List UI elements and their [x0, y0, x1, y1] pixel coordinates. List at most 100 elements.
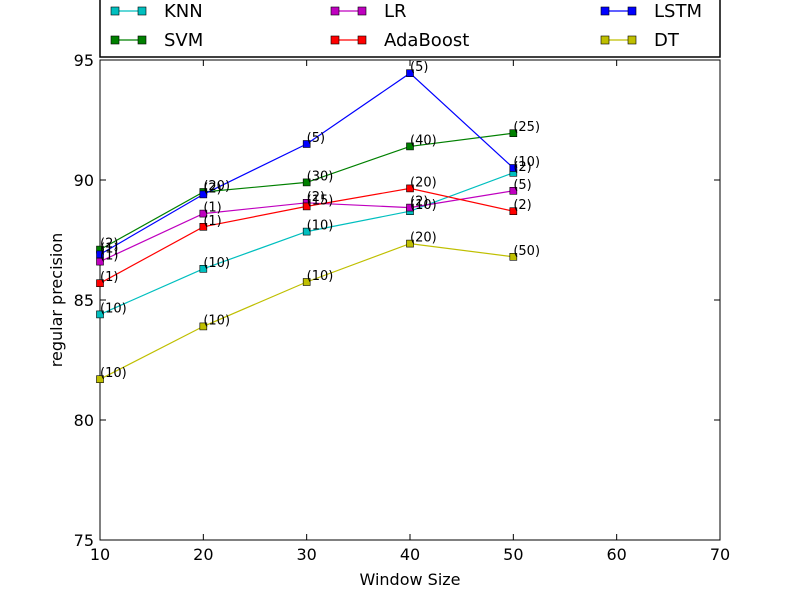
data-label: (40)	[410, 133, 437, 148]
annotations: (10)(10)(10)(10)(2)(2)(20)(30)(40)(25)(1…	[100, 60, 540, 381]
legend-item-lstm: LSTM	[600, 1, 702, 22]
data-label: (10)	[203, 256, 230, 271]
data-label: (1)	[100, 241, 118, 256]
data-point	[509, 129, 518, 137]
data-label: (2)	[513, 198, 531, 213]
legend-item-adaboost: AdaBoost	[330, 30, 469, 51]
data-point	[302, 227, 311, 236]
data-point	[96, 279, 104, 288]
data-label: (50)	[513, 244, 540, 259]
data-point	[406, 69, 414, 77]
data-label: (2)	[513, 160, 531, 175]
legend-label: LR	[384, 1, 407, 22]
series-lstm	[96, 69, 518, 259]
legend-marker	[110, 6, 120, 16]
legend-label: AdaBoost	[384, 30, 469, 51]
data-label: (1)	[100, 270, 118, 285]
x-tick-label: 20	[193, 545, 213, 564]
data-label: (10)	[513, 155, 540, 170]
data-point	[509, 164, 518, 172]
data-point	[302, 278, 311, 286]
x-tick-label: 60	[606, 545, 626, 564]
legend-label: LSTM	[654, 1, 702, 22]
plot-area: 75 80 85 90 95 10 20 30 40 50 60 70 (10) (10) (10) (1…	[74, 51, 731, 564]
data-point	[509, 253, 518, 261]
legend-marker	[137, 35, 147, 45]
y-tick-label: 75	[74, 531, 94, 550]
data-label: (10)	[307, 219, 334, 234]
data-label: (5)	[513, 178, 531, 193]
data-label: (20)	[410, 175, 437, 190]
data-label: (1)	[203, 201, 221, 216]
data-point	[406, 239, 414, 248]
data-point	[96, 250, 104, 259]
series-group	[96, 69, 518, 384]
legend-marker	[600, 35, 610, 45]
data-label: (20)	[203, 179, 230, 194]
legend-label: KNN	[164, 1, 203, 22]
legend-marker	[330, 6, 340, 16]
data-label: (5)	[410, 60, 428, 75]
legend-marker	[627, 35, 637, 45]
series-dt	[96, 239, 518, 384]
data-point	[302, 178, 311, 187]
legend-item-knn: KNN	[110, 1, 203, 22]
data-point	[509, 207, 518, 215]
data-point	[199, 223, 208, 231]
legend: KNN SVM LR AdaBoost LSTM DT	[99, 0, 721, 58]
data-label: (10)	[410, 198, 437, 213]
y-tick-label: 90	[74, 171, 94, 190]
y-axis-label: regular precision	[47, 233, 66, 367]
data-label: (2)	[203, 181, 221, 196]
x-tick-label: 70	[710, 545, 730, 564]
y-tick-label: 80	[74, 411, 94, 430]
legend-marker	[600, 6, 610, 16]
x-axis-label: Window Size	[359, 570, 460, 589]
data-point	[199, 264, 208, 273]
data-label: (10)	[203, 313, 230, 328]
data-label: (2)	[410, 195, 428, 210]
data-point	[96, 375, 104, 384]
legend-marker	[627, 6, 637, 16]
legend-marker	[330, 35, 340, 45]
series-adaboost	[96, 184, 518, 288]
data-point	[406, 142, 414, 151]
x-tick-label: 50	[503, 545, 523, 564]
y-tick-label: 85	[74, 291, 94, 310]
plot-frame	[99, 59, 721, 541]
data-point	[509, 187, 518, 195]
legend-item-lr: LR	[330, 1, 407, 22]
data-label: (20)	[410, 231, 437, 246]
y-tick-label: 95	[74, 51, 94, 70]
data-point	[96, 310, 104, 319]
data-point	[302, 140, 311, 148]
data-label: (30)	[307, 169, 334, 184]
data-point	[302, 202, 311, 211]
legend-marker	[357, 35, 367, 45]
data-label: (10)	[100, 366, 127, 381]
x-tick-label: 30	[296, 545, 316, 564]
data-point	[406, 203, 414, 212]
legend-item-dt: DT	[600, 30, 680, 51]
data-label: (10)	[100, 301, 127, 316]
legend-item-svm: SVM	[110, 30, 203, 51]
y-axis: 75 80 85 90 95	[74, 51, 720, 550]
legend-frame	[99, 0, 721, 58]
data-point	[199, 209, 208, 218]
data-label: (1)	[203, 214, 221, 229]
data-label: (2)	[307, 190, 325, 205]
legend-marker	[357, 6, 367, 16]
data-point	[406, 184, 414, 193]
legend-marker	[137, 6, 147, 16]
data-point	[199, 190, 208, 199]
data-label: (10)	[307, 269, 334, 284]
data-label: (15)	[307, 193, 334, 208]
data-label: (2)	[100, 237, 118, 252]
data-label: (5)	[307, 131, 325, 146]
x-axis: 10 20 30 40 50 60 70	[90, 60, 730, 564]
legend-label: DT	[654, 30, 680, 51]
data-label: (1)	[100, 249, 118, 264]
legend-marker	[110, 35, 120, 45]
x-tick-label: 40	[400, 545, 420, 564]
